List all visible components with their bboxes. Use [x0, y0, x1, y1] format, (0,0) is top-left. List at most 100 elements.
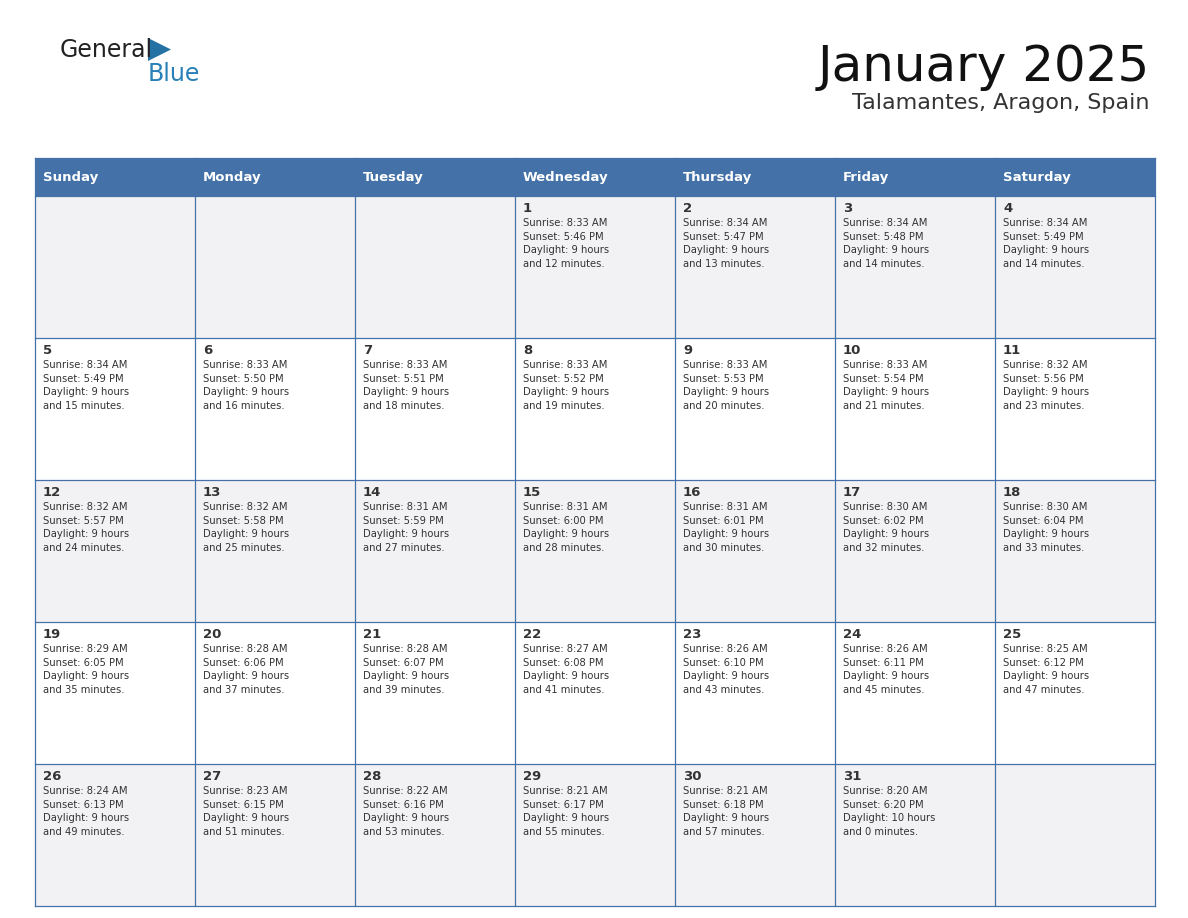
Text: Sunday: Sunday: [43, 171, 99, 184]
Bar: [34, 158, 195, 196]
Bar: [355, 158, 516, 196]
Text: Sunrise: 8:20 AM
Sunset: 6:20 PM
Daylight: 10 hours
and 0 minutes.: Sunrise: 8:20 AM Sunset: 6:20 PM Dayligh…: [843, 786, 935, 837]
Text: Sunrise: 8:34 AM
Sunset: 5:47 PM
Daylight: 9 hours
and 13 minutes.: Sunrise: 8:34 AM Sunset: 5:47 PM Dayligh…: [683, 218, 769, 269]
Text: 27: 27: [203, 770, 221, 783]
Text: Sunrise: 8:30 AM
Sunset: 6:02 PM
Daylight: 9 hours
and 32 minutes.: Sunrise: 8:30 AM Sunset: 6:02 PM Dayligh…: [843, 502, 929, 553]
Text: General: General: [61, 38, 153, 62]
Bar: [675, 158, 835, 196]
Bar: [835, 622, 996, 764]
Text: Sunrise: 8:31 AM
Sunset: 6:00 PM
Daylight: 9 hours
and 28 minutes.: Sunrise: 8:31 AM Sunset: 6:00 PM Dayligh…: [523, 502, 609, 553]
Text: Monday: Monday: [203, 171, 261, 184]
Text: Sunrise: 8:32 AM
Sunset: 5:56 PM
Daylight: 9 hours
and 23 minutes.: Sunrise: 8:32 AM Sunset: 5:56 PM Dayligh…: [1003, 360, 1089, 410]
Bar: [34, 480, 195, 622]
Text: Sunrise: 8:33 AM
Sunset: 5:53 PM
Daylight: 9 hours
and 20 minutes.: Sunrise: 8:33 AM Sunset: 5:53 PM Dayligh…: [683, 360, 769, 410]
Text: Sunrise: 8:33 AM
Sunset: 5:52 PM
Daylight: 9 hours
and 19 minutes.: Sunrise: 8:33 AM Sunset: 5:52 PM Dayligh…: [523, 360, 609, 410]
Bar: [195, 158, 355, 196]
Text: Friday: Friday: [843, 171, 890, 184]
Text: 1: 1: [523, 202, 532, 215]
Text: 22: 22: [523, 628, 542, 641]
Text: 3: 3: [843, 202, 852, 215]
Bar: [195, 622, 355, 764]
Bar: [34, 338, 195, 480]
Text: 13: 13: [203, 486, 221, 499]
Bar: [195, 338, 355, 480]
Bar: [516, 480, 675, 622]
Text: Wednesday: Wednesday: [523, 171, 608, 184]
Text: Sunrise: 8:30 AM
Sunset: 6:04 PM
Daylight: 9 hours
and 33 minutes.: Sunrise: 8:30 AM Sunset: 6:04 PM Dayligh…: [1003, 502, 1089, 553]
Text: Tuesday: Tuesday: [364, 171, 424, 184]
Bar: [195, 196, 355, 338]
Text: 25: 25: [1003, 628, 1022, 641]
Text: 28: 28: [364, 770, 381, 783]
Text: 23: 23: [683, 628, 701, 641]
Text: 18: 18: [1003, 486, 1022, 499]
Text: Sunrise: 8:32 AM
Sunset: 5:57 PM
Daylight: 9 hours
and 24 minutes.: Sunrise: 8:32 AM Sunset: 5:57 PM Dayligh…: [43, 502, 129, 553]
Bar: [516, 622, 675, 764]
Bar: [675, 196, 835, 338]
Text: 24: 24: [843, 628, 861, 641]
Bar: [355, 622, 516, 764]
Text: 10: 10: [843, 344, 861, 357]
Bar: [835, 480, 996, 622]
Bar: [675, 480, 835, 622]
Bar: [675, 338, 835, 480]
Text: 7: 7: [364, 344, 372, 357]
Text: 26: 26: [43, 770, 62, 783]
Text: Sunrise: 8:31 AM
Sunset: 5:59 PM
Daylight: 9 hours
and 27 minutes.: Sunrise: 8:31 AM Sunset: 5:59 PM Dayligh…: [364, 502, 449, 553]
Bar: [835, 338, 996, 480]
Bar: [516, 764, 675, 906]
Text: Sunrise: 8:26 AM
Sunset: 6:11 PM
Daylight: 9 hours
and 45 minutes.: Sunrise: 8:26 AM Sunset: 6:11 PM Dayligh…: [843, 644, 929, 695]
Text: Saturday: Saturday: [1003, 171, 1070, 184]
Text: 11: 11: [1003, 344, 1022, 357]
Bar: [996, 480, 1155, 622]
Text: Sunrise: 8:21 AM
Sunset: 6:18 PM
Daylight: 9 hours
and 57 minutes.: Sunrise: 8:21 AM Sunset: 6:18 PM Dayligh…: [683, 786, 769, 837]
Text: Sunrise: 8:22 AM
Sunset: 6:16 PM
Daylight: 9 hours
and 53 minutes.: Sunrise: 8:22 AM Sunset: 6:16 PM Dayligh…: [364, 786, 449, 837]
Text: Sunrise: 8:23 AM
Sunset: 6:15 PM
Daylight: 9 hours
and 51 minutes.: Sunrise: 8:23 AM Sunset: 6:15 PM Dayligh…: [203, 786, 289, 837]
Text: Sunrise: 8:31 AM
Sunset: 6:01 PM
Daylight: 9 hours
and 30 minutes.: Sunrise: 8:31 AM Sunset: 6:01 PM Dayligh…: [683, 502, 769, 553]
Text: 14: 14: [364, 486, 381, 499]
Text: 12: 12: [43, 486, 62, 499]
Bar: [34, 622, 195, 764]
Text: Sunrise: 8:21 AM
Sunset: 6:17 PM
Daylight: 9 hours
and 55 minutes.: Sunrise: 8:21 AM Sunset: 6:17 PM Dayligh…: [523, 786, 609, 837]
Text: 16: 16: [683, 486, 701, 499]
Text: Sunrise: 8:34 AM
Sunset: 5:49 PM
Daylight: 9 hours
and 15 minutes.: Sunrise: 8:34 AM Sunset: 5:49 PM Dayligh…: [43, 360, 129, 410]
Text: 2: 2: [683, 202, 693, 215]
Bar: [996, 196, 1155, 338]
Text: Sunrise: 8:33 AM
Sunset: 5:54 PM
Daylight: 9 hours
and 21 minutes.: Sunrise: 8:33 AM Sunset: 5:54 PM Dayligh…: [843, 360, 929, 410]
Bar: [516, 196, 675, 338]
Text: 29: 29: [523, 770, 542, 783]
Bar: [835, 196, 996, 338]
Text: Sunrise: 8:34 AM
Sunset: 5:49 PM
Daylight: 9 hours
and 14 minutes.: Sunrise: 8:34 AM Sunset: 5:49 PM Dayligh…: [1003, 218, 1089, 269]
Text: Sunrise: 8:33 AM
Sunset: 5:51 PM
Daylight: 9 hours
and 18 minutes.: Sunrise: 8:33 AM Sunset: 5:51 PM Dayligh…: [364, 360, 449, 410]
Text: 8: 8: [523, 344, 532, 357]
Text: 4: 4: [1003, 202, 1012, 215]
Text: 5: 5: [43, 344, 52, 357]
Text: Sunrise: 8:28 AM
Sunset: 6:06 PM
Daylight: 9 hours
and 37 minutes.: Sunrise: 8:28 AM Sunset: 6:06 PM Dayligh…: [203, 644, 289, 695]
Text: Sunrise: 8:28 AM
Sunset: 6:07 PM
Daylight: 9 hours
and 39 minutes.: Sunrise: 8:28 AM Sunset: 6:07 PM Dayligh…: [364, 644, 449, 695]
Text: Blue: Blue: [148, 62, 201, 86]
Text: Sunrise: 8:29 AM
Sunset: 6:05 PM
Daylight: 9 hours
and 35 minutes.: Sunrise: 8:29 AM Sunset: 6:05 PM Dayligh…: [43, 644, 129, 695]
Bar: [34, 196, 195, 338]
Bar: [516, 158, 675, 196]
Text: Sunrise: 8:27 AM
Sunset: 6:08 PM
Daylight: 9 hours
and 41 minutes.: Sunrise: 8:27 AM Sunset: 6:08 PM Dayligh…: [523, 644, 609, 695]
Text: Sunrise: 8:25 AM
Sunset: 6:12 PM
Daylight: 9 hours
and 47 minutes.: Sunrise: 8:25 AM Sunset: 6:12 PM Dayligh…: [1003, 644, 1089, 695]
Text: Sunrise: 8:34 AM
Sunset: 5:48 PM
Daylight: 9 hours
and 14 minutes.: Sunrise: 8:34 AM Sunset: 5:48 PM Dayligh…: [843, 218, 929, 269]
Text: 9: 9: [683, 344, 693, 357]
Text: Sunrise: 8:33 AM
Sunset: 5:50 PM
Daylight: 9 hours
and 16 minutes.: Sunrise: 8:33 AM Sunset: 5:50 PM Dayligh…: [203, 360, 289, 410]
Text: 20: 20: [203, 628, 221, 641]
Bar: [516, 338, 675, 480]
Bar: [34, 764, 195, 906]
Bar: [996, 764, 1155, 906]
Text: 30: 30: [683, 770, 701, 783]
Text: January 2025: January 2025: [817, 43, 1150, 91]
Bar: [355, 196, 516, 338]
Text: 6: 6: [203, 344, 213, 357]
Text: 19: 19: [43, 628, 62, 641]
Text: 21: 21: [364, 628, 381, 641]
Bar: [195, 764, 355, 906]
Text: Sunrise: 8:32 AM
Sunset: 5:58 PM
Daylight: 9 hours
and 25 minutes.: Sunrise: 8:32 AM Sunset: 5:58 PM Dayligh…: [203, 502, 289, 553]
Text: 17: 17: [843, 486, 861, 499]
Bar: [675, 764, 835, 906]
Bar: [355, 764, 516, 906]
Text: 31: 31: [843, 770, 861, 783]
